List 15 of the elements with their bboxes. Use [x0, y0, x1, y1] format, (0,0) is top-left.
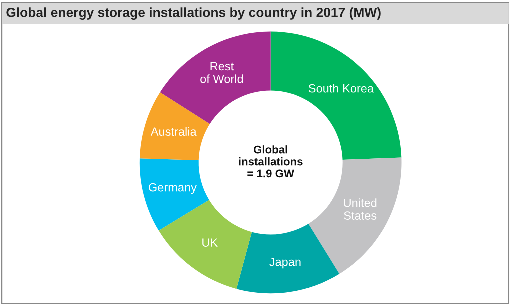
slice-label: Germany	[149, 183, 197, 194]
donut-slice	[236, 224, 340, 294]
donut-slice	[140, 158, 210, 231]
donut-slice	[160, 32, 271, 124]
slice-label: UK	[202, 238, 218, 248]
slice-label: Australia	[150, 127, 197, 136]
donut-slice	[308, 158, 402, 274]
chart-title: Global energy storage installations by country in 2017 (MW)	[6, 8, 381, 20]
slice-label: United States	[344, 198, 377, 220]
donut-slice	[140, 92, 210, 160]
slice-label: South Korea	[308, 84, 374, 93]
slice-label: Rest of World	[200, 62, 244, 84]
donut-slice	[158, 200, 252, 290]
text: Global installations = 1.9 GW	[239, 146, 303, 178]
slice-label: Japan	[270, 258, 301, 269]
